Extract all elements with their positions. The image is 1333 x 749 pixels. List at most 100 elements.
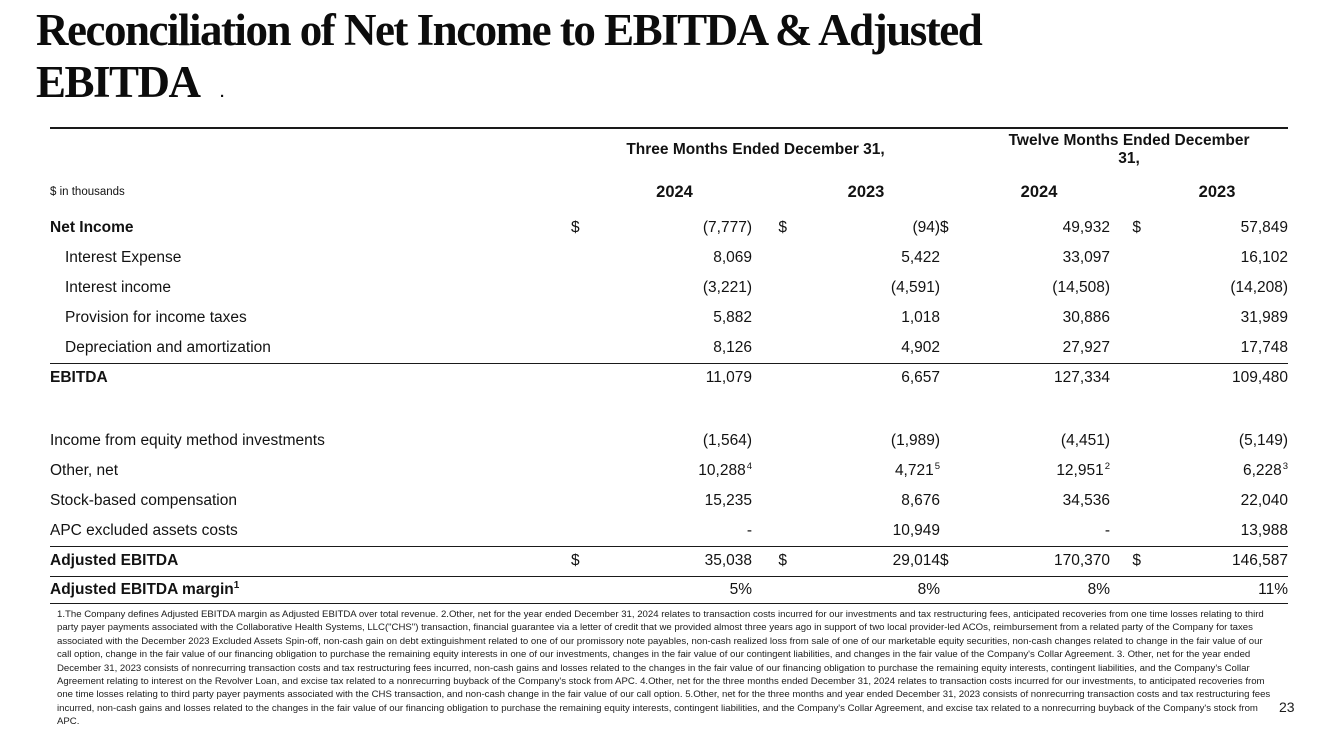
period-header-spacer bbox=[50, 128, 571, 171]
year-header: 2023 bbox=[847, 182, 885, 201]
currency-symbol: $ bbox=[940, 546, 969, 577]
value-cell: 12,9512 bbox=[1056, 461, 1111, 480]
table-row-equity-method-investments: Income from equity method investments (1… bbox=[50, 426, 1288, 456]
row-label: Provision for income taxes bbox=[65, 309, 247, 326]
row-label: Adjusted EBITDA bbox=[50, 546, 571, 577]
value-cell: 30,886 bbox=[1062, 309, 1111, 326]
row-label: EBITDA bbox=[50, 369, 108, 387]
value-cell: - bbox=[597, 516, 752, 547]
value-cell: 170,370 bbox=[968, 546, 1111, 577]
value-cell: 127,334 bbox=[1054, 369, 1111, 387]
value-cell: 146,587 bbox=[1146, 546, 1289, 577]
value-cell: (4,591) bbox=[890, 279, 941, 296]
value-cell: (7,777) bbox=[702, 219, 752, 236]
currency-symbol: $ bbox=[752, 546, 792, 577]
value-cell: 57,849 bbox=[1240, 219, 1289, 236]
footnote-ref: 5 bbox=[934, 461, 941, 473]
value-cell: 11,079 bbox=[705, 369, 752, 387]
value-cell: 27,927 bbox=[968, 333, 1111, 364]
year-header: 2023 bbox=[1198, 182, 1236, 201]
page-title: Reconciliation of Net Income to EBITDA &… bbox=[36, 4, 983, 108]
footnotes-text: 1.The Company defines Adjusted EBITDA ma… bbox=[57, 609, 1271, 728]
row-label: Net Income bbox=[50, 219, 134, 236]
year-header-row: $ in thousands 2024 2023 2024 2023 bbox=[50, 171, 1288, 213]
value-cell: 4,7215 bbox=[894, 461, 941, 480]
table-row-interest-income: Interest income (3,221) (4,591) (14,508)… bbox=[50, 273, 1288, 303]
value-cell: (4,451) bbox=[1060, 432, 1111, 449]
row-label: Interest Expense bbox=[65, 249, 182, 266]
value-cell: 1,018 bbox=[901, 309, 941, 326]
spacer-row bbox=[50, 393, 1288, 426]
reconciliation-table: Three Months Ended December 31, Twelve M… bbox=[50, 127, 1289, 604]
value-cell: 10,2884 bbox=[698, 461, 752, 480]
table-row-net-income: Net Income $ (7,777) $ (94) $ 49,932 $ 5… bbox=[50, 213, 1288, 243]
value-cell: 15,235 bbox=[704, 492, 752, 509]
footnote-ref: 1 bbox=[233, 579, 240, 591]
value-cell: 10,949 bbox=[792, 516, 941, 547]
value-cell: (94) bbox=[912, 219, 941, 236]
value-cell: 8,676 bbox=[901, 492, 941, 509]
value-cell: 8% bbox=[792, 576, 941, 604]
value-cell: (5,149) bbox=[1238, 432, 1289, 449]
value-cell: (1,989) bbox=[890, 432, 941, 449]
footnote-ref: 3 bbox=[1282, 461, 1289, 473]
value-cell: 13,988 bbox=[1146, 516, 1289, 547]
period-header-row: Three Months Ended December 31, Twelve M… bbox=[50, 128, 1288, 171]
value-cell: 29,014 bbox=[792, 546, 941, 577]
value-cell: 8,126 bbox=[597, 333, 752, 364]
value-cell: 35,038 bbox=[597, 546, 752, 577]
table-row-adjusted-ebitda: Adjusted EBITDA $ 35,038 $ 29,014 $ 170,… bbox=[50, 546, 1289, 577]
units-label: $ in thousands bbox=[50, 186, 125, 198]
currency-symbol: $ bbox=[571, 219, 580, 236]
row-label: Other, net bbox=[50, 462, 119, 479]
value-cell: 17,748 bbox=[1146, 333, 1289, 364]
table-row-apc-excluded-assets: APC excluded assets costs - 10,949 - 13,… bbox=[50, 516, 1289, 547]
value-cell: 109,480 bbox=[1232, 369, 1289, 387]
row-label: Interest income bbox=[65, 279, 171, 296]
currency-symbol: $ bbox=[1110, 546, 1147, 577]
page-title-line1: Reconciliation of Net Income to EBITDA &… bbox=[36, 5, 983, 55]
row-label: Adjusted EBITDA margin1 bbox=[50, 576, 571, 604]
value-cell: 6,2283 bbox=[1242, 461, 1289, 480]
value-cell: (14,208) bbox=[1230, 279, 1289, 296]
col-group-twelve-months: Twelve Months Ended December 31, bbox=[1008, 132, 1250, 167]
value-cell: 5% bbox=[597, 576, 752, 604]
value-cell: 33,097 bbox=[1062, 249, 1111, 266]
currency-symbol: $ bbox=[778, 219, 787, 236]
value-cell: - bbox=[968, 516, 1111, 547]
value-cell: 11% bbox=[1146, 576, 1289, 604]
value-cell: 5,882 bbox=[713, 309, 752, 326]
page-title-line2: EBITDA bbox=[36, 57, 201, 107]
table-row-interest-expense: Interest Expense 8,069 5,422 33,097 16,1… bbox=[50, 243, 1288, 273]
value-cell: 8% bbox=[968, 576, 1111, 604]
value-cell: 34,536 bbox=[1062, 492, 1111, 509]
value-cell: 22,040 bbox=[1240, 492, 1289, 509]
currency-symbol: $ bbox=[940, 219, 949, 236]
value-cell: 6,657 bbox=[901, 369, 941, 387]
table-row-depreciation-amortization: Depreciation and amortization 8,126 4,90… bbox=[50, 333, 1289, 364]
value-cell: (14,508) bbox=[1052, 279, 1111, 296]
row-label: Depreciation and amortization bbox=[50, 333, 571, 364]
currency-symbol: $ bbox=[1132, 219, 1142, 236]
year-header: 2024 bbox=[1020, 182, 1058, 201]
value-cell: 5,422 bbox=[901, 249, 941, 266]
table-row-adjusted-ebitda-margin: Adjusted EBITDA margin1 5% 8% 8% 11% bbox=[50, 576, 1289, 604]
footnote-ref: 4 bbox=[746, 461, 752, 473]
year-header: 2024 bbox=[656, 182, 693, 201]
stray-period-mark: . bbox=[220, 84, 225, 101]
row-label: Income from equity method investments bbox=[50, 432, 325, 449]
currency-symbol: $ bbox=[571, 546, 597, 577]
value-cell: (1,564) bbox=[702, 432, 752, 449]
value-cell: 49,932 bbox=[1062, 219, 1111, 236]
value-cell: 16,102 bbox=[1240, 249, 1289, 266]
table-row-provision-income-taxes: Provision for income taxes 5,882 1,018 3… bbox=[50, 303, 1288, 333]
value-cell: 4,902 bbox=[792, 333, 941, 364]
value-cell: 8,069 bbox=[713, 249, 752, 266]
row-label: APC excluded assets costs bbox=[50, 516, 571, 547]
value-cell: 31,989 bbox=[1240, 309, 1289, 326]
row-label: Stock-based compensation bbox=[50, 492, 237, 509]
footnote-ref: 2 bbox=[1104, 461, 1111, 473]
page-number: 23 bbox=[1279, 699, 1295, 715]
table-row-ebitda: EBITDA 11,079 6,657 127,334 109,480 bbox=[50, 363, 1288, 393]
